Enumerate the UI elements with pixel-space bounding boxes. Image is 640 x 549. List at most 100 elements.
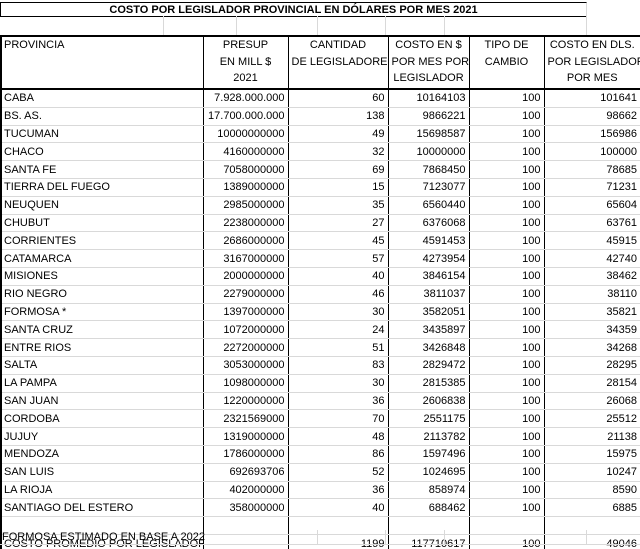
cell-presup: 3167000000 [202,249,288,268]
cell-provincia: SAN JUAN [0,392,203,411]
cell-tipo-cambio: 100 [468,89,544,108]
cell-cantidad [287,516,388,535]
header-row: PROVINCIA PRESUP EN MILL $ 2021 CANTIDAD… [0,35,640,90]
table-row: MENDOZA 1786000000 86 1597496 100 15975 [0,445,640,464]
table-footer-body: COSTO PROMEDIO POR LEGISLADOR 1199 11771… [0,516,640,549]
cell-cantidad: 86 [287,445,388,464]
cell-presup: 7.928.000.000 [202,89,288,108]
table-row: CORRIENTES 2686000000 45 4591453 100 459… [0,231,640,251]
col-header-presup: PRESUP EN MILL $ 2021 [202,35,289,90]
cell-costo-dls: 156986 [543,125,640,144]
cell-costo-pesos: 688462 [387,498,469,518]
cell-presup [202,516,288,535]
cell-costo-dls: 42740 [543,249,640,268]
cell-costo-pesos [387,516,469,535]
cell-tipo-cambio: 100 [468,445,544,464]
cell-cantidad: 45 [287,231,388,251]
cell-provincia: SANTA CRUZ [0,320,203,340]
cell-provincia: LA RIOJA [0,481,203,500]
gridline [444,530,445,544]
cell-provincia: SAN LUIS [0,463,203,482]
table-row: LA PAMPA 1098000000 30 2815385 100 28154 [0,374,640,393]
cell-costo-pesos: 9866221 [387,107,469,126]
cell-costo-pesos: 4273954 [387,249,469,268]
cell-tipo-cambio: 100 [468,142,544,162]
table-row: JUJUY 1319000000 48 2113782 100 21138 [0,427,640,446]
cell-presup: 692693706 [202,463,288,482]
table-body: CABA 7.928.000.000 60 10164103 100 10164… [0,89,640,518]
cell-tipo-cambio: 100 [468,249,544,268]
gridline [385,16,386,35]
cell-costo-dls: 65604 [543,196,640,215]
cell-presup: 7058000000 [202,160,288,179]
cell-costo-pesos: 1597496 [387,445,469,464]
cell-cantidad: 30 [287,374,388,393]
gridline [444,16,445,35]
table-row: FORMOSA * 1397000000 30 3582051 100 3582… [0,303,640,322]
cell-provincia: CABA [0,89,203,108]
cell-costo-dls: 10247 [543,463,640,482]
cell-provincia: FORMOSA * [0,303,203,322]
gridline [236,16,237,35]
cell-provincia: ENTRE RIOS [0,338,203,357]
cell-costo-pesos: 3582051 [387,303,469,322]
table-row: LA RIOJA 402000000 36 858974 100 8590 [0,481,640,500]
cell-costo-pesos: 2829472 [387,356,469,375]
col-header-cantidad: CANTIDAD DE LEGISLADORES [287,35,389,90]
cell-presup: 358000000 [202,498,288,518]
cell-tipo-cambio: 100 [468,160,544,179]
cell-costo-dls: 71231 [543,178,640,197]
cell-cantidad: 32 [287,142,388,162]
total-tipo-cambio: 100 [468,534,544,549]
cell-presup: 2321569000 [202,409,288,429]
cell-cantidad: 83 [287,356,388,375]
cell-provincia: SALTA [0,356,203,375]
cell-presup: 2272000000 [202,338,288,357]
cell-cantidad: 49 [287,125,388,144]
cell-costo-pesos: 2606838 [387,392,469,411]
col-header-provincia: PROVINCIA [0,35,204,90]
cell-costo-dls: 38462 [543,267,640,286]
cell-cantidad: 51 [287,338,388,357]
cell-cantidad: 35 [287,196,388,215]
cell-tipo-cambio: 100 [468,374,544,393]
cell-tipo-cambio: 100 [468,356,544,375]
cell-cantidad: 40 [287,498,388,518]
gridline [163,16,164,35]
cell-costo-dls: 101641 [543,89,640,108]
cell-cantidad: 40 [287,267,388,286]
cell-costo-dls: 78685 [543,160,640,179]
cell-provincia: BS. AS. [0,107,203,126]
cell-tipo-cambio: 100 [468,392,544,411]
total-row: COSTO PROMEDIO POR LEGISLADOR 1199 11771… [0,534,640,549]
cell-cantidad: 46 [287,285,388,304]
total-cantidad: 1199 [287,534,388,549]
cell-tipo-cambio: 100 [468,285,544,304]
gridline [385,530,386,544]
gridline [317,16,318,35]
gridline [317,530,318,544]
cell-costo-dls: 100000 [543,142,640,162]
gridline [586,16,587,35]
col-header-tipo-cambio: TIPO DE CAMBIO [468,35,545,90]
cell-costo-pesos: 3435897 [387,320,469,340]
cell-cantidad: 52 [287,463,388,482]
cost-table: PROVINCIA PRESUP EN MILL $ 2021 CANTIDAD… [0,35,640,549]
cell-tipo-cambio: 100 [468,107,544,126]
cell-presup: 2985000000 [202,196,288,215]
table-row: SALTA 3053000000 83 2829472 100 28295 [0,356,640,375]
cell-presup: 4160000000 [202,142,288,162]
cell-tipo-cambio: 100 [468,427,544,446]
cell-costo-dls: 34268 [543,338,640,357]
cell-provincia: TIERRA DEL FUEGO [0,178,203,197]
table-row: SAN JUAN 1220000000 36 2606838 100 26068 [0,392,640,411]
table-row: SAN LUIS 692693706 52 1024695 100 10247 [0,463,640,482]
col-header-costo-pesos: COSTO EN $ POR MES POR LEGISLADOR [387,35,470,90]
table-row: NEUQUEN 2985000000 35 6560440 100 65604 [0,196,640,215]
cell-tipo-cambio: 100 [468,178,544,197]
cell-costo-pesos: 10164103 [387,89,469,108]
gridline [586,530,587,544]
cell-provincia: MISIONES [0,267,203,286]
cell-tipo-cambio: 100 [468,303,544,322]
